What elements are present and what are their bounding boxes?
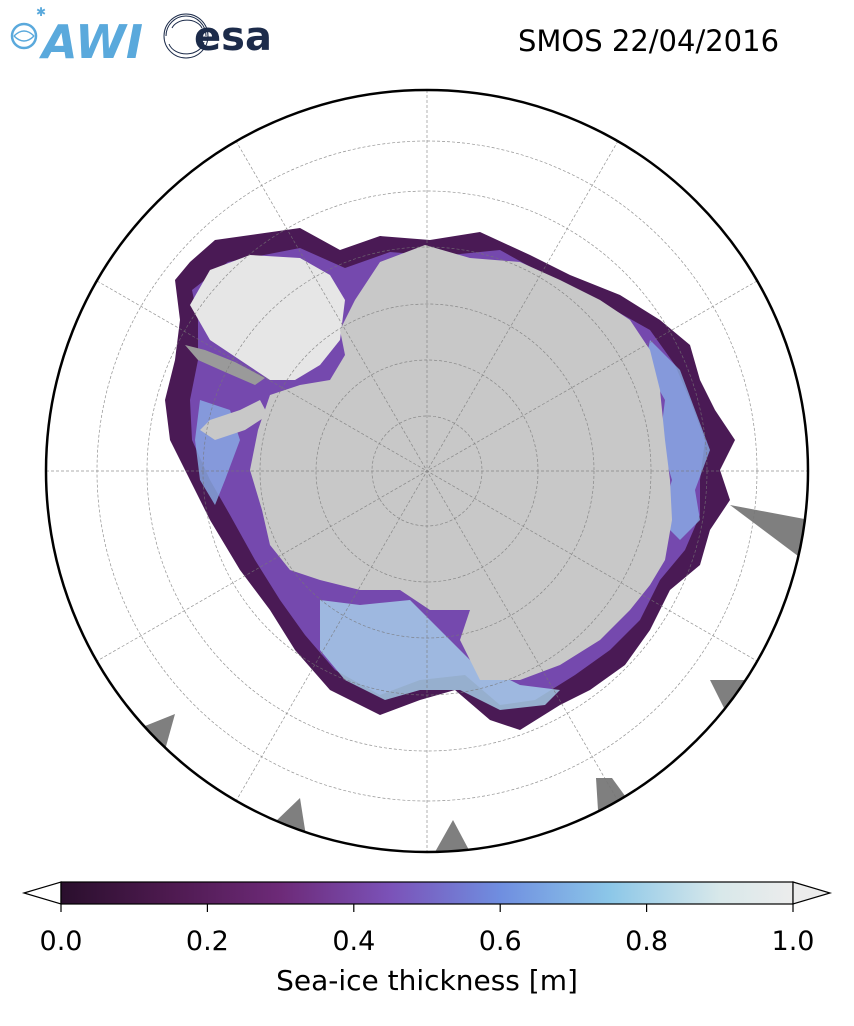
- colorbar-gradient: [60, 881, 794, 905]
- colorbar-ticks: 0.0 0.2 0.4 0.6 0.8 1.0: [40, 904, 815, 957]
- antarctic-peninsula: [200, 400, 268, 440]
- weddell-ice: [190, 255, 345, 380]
- peninsula-tip: [185, 345, 265, 385]
- awi-logo-text: AWI: [39, 15, 143, 66]
- map-content: [46, 90, 808, 852]
- colorbar-tick-label: 0.8: [625, 926, 668, 957]
- colorbar-tick-label: 1.0: [772, 926, 815, 957]
- colorbar-extend-high: [792, 881, 833, 905]
- colorbar-extend-low: [21, 881, 62, 905]
- missing-data-5: [275, 798, 306, 836]
- colorbar: 0.0 0.2 0.4 0.6 0.8 1.0: [21, 881, 833, 957]
- colorbar-tick-label: 0.6: [479, 926, 522, 957]
- logo-area: ✱ AWI esa: [6, 5, 306, 69]
- missing-data-4: [435, 820, 470, 852]
- colorbar-label: Sea-ice thickness [m]: [276, 964, 578, 997]
- colorbar-tick-label: 0.0: [40, 926, 83, 957]
- esa-logo-text: esa: [194, 14, 272, 60]
- missing-data-6: [140, 714, 175, 750]
- esa-logo: esa: [163, 13, 272, 60]
- sea-ice-patches-east: [645, 340, 710, 540]
- antarctica-land: [250, 245, 672, 680]
- colorbar-tick-label: 0.4: [332, 926, 375, 957]
- graticule: [46, 90, 808, 852]
- svg-text:✱: ✱: [36, 6, 46, 19]
- map-boundary: [44, 88, 810, 854]
- awi-logo: ✱ AWI: [10, 5, 143, 69]
- map-title: SMOS 22/04/2016: [518, 24, 780, 58]
- colorbar-tick-label: 0.2: [186, 926, 229, 957]
- logos-svg: ✱ AWI esa: [10, 5, 272, 69]
- missing-data-1: [730, 505, 808, 565]
- polar-map: [44, 88, 810, 854]
